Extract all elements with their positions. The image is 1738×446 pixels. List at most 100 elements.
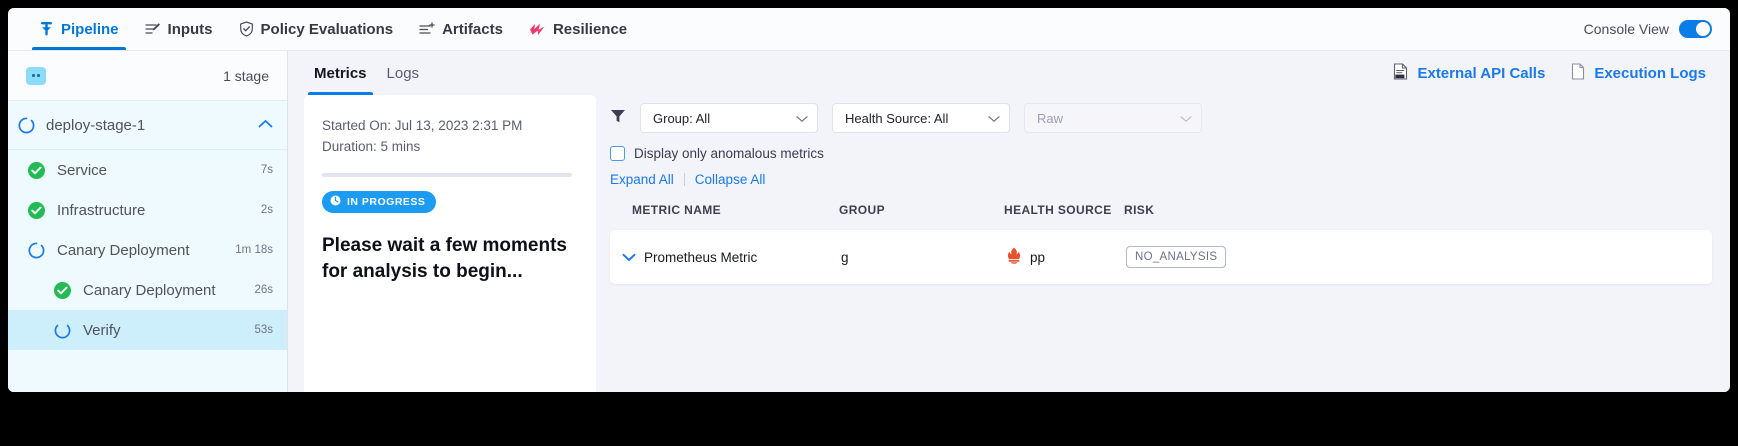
filter-row: Group: All Health Source: All (610, 103, 1712, 133)
collapse-all-link[interactable]: Collapse All (694, 172, 766, 187)
sidebar-item-verify[interactable]: Verify 53s (8, 310, 287, 350)
table-header-row: METRIC NAME GROUP HEALTH SOURCE RISK (610, 203, 1712, 217)
artifacts-icon (419, 22, 435, 36)
console-view-toggle[interactable] (1679, 20, 1712, 38)
chevron-up-icon[interactable] (258, 116, 273, 134)
success-check-icon (28, 201, 45, 219)
pipeline-sidebar: 1 stage deploy-stage-1 (8, 51, 288, 392)
tab-metrics[interactable]: Metrics (304, 51, 377, 95)
header-metric-name: METRIC NAME (632, 203, 722, 217)
sidebar-item-duration: 26s (254, 284, 273, 296)
cell-group: g (841, 249, 849, 265)
duration-text: Duration: 5 mins (322, 139, 421, 154)
content-actions: External API Calls Execution Logs (1393, 51, 1706, 95)
risk-badge: NO_ANALYSIS (1126, 246, 1227, 268)
app-window: Pipeline Inputs (8, 8, 1730, 392)
cell-risk: NO_ANALYSIS (1126, 246, 1712, 268)
header-health-source: HEALTH SOURCE (1004, 203, 1112, 217)
raw-filter-select: Raw (1024, 103, 1202, 133)
tab-logs[interactable]: Logs (377, 51, 430, 95)
nav-tab-label: Pipeline (61, 20, 119, 38)
top-navigation: Pipeline Inputs (8, 8, 1730, 51)
metrics-panel: Group: All Health Source: All (610, 95, 1712, 392)
anomalous-metrics-checkbox[interactable] (610, 146, 625, 161)
sidebar-item-label: Canary Deployment (83, 281, 216, 299)
cell-metric-name: Prometheus Metric (644, 249, 758, 265)
header-group: GROUP (839, 203, 886, 217)
resilience-icon (529, 22, 546, 37)
prometheus-icon (1006, 247, 1022, 267)
expand-collapse-row: Expand All Collapse All (610, 172, 1712, 187)
nav-tab-label: Artifacts (442, 20, 503, 38)
nav-tab-inputs[interactable]: Inputs (132, 8, 226, 50)
content-tabs: Metrics Logs (288, 51, 1730, 95)
execution-logs-link[interactable]: Execution Logs (1571, 62, 1706, 84)
sidebar-item-duration: 7s (260, 164, 273, 176)
nav-tab-label: Policy Evaluations (260, 20, 394, 38)
stage-name: deploy-stage-1 (46, 116, 146, 134)
sidebar-item-label: Verify (83, 321, 121, 339)
sidebar-stage-deploy-stage-1[interactable]: deploy-stage-1 (8, 101, 287, 150)
cell-health-source: pp (1006, 247, 1126, 267)
pipeline-chip-icon (26, 66, 46, 85)
sidebar-item-infrastructure[interactable]: Infrastructure 2s (8, 190, 287, 230)
chevron-down-icon[interactable] (622, 253, 644, 262)
sidebar-item-label: Service (57, 161, 108, 179)
console-view-label: Console View (1583, 21, 1669, 37)
chevron-down-icon (988, 111, 1000, 126)
main-content: Metrics Logs (288, 51, 1730, 392)
raw-filter-value: Raw (1037, 110, 1064, 126)
clock-icon (330, 195, 341, 209)
sidebar-item-duration: 2s (260, 204, 273, 216)
health-source-filter-select[interactable]: Health Source: All (832, 103, 1010, 133)
sidebar-item-label: Infrastructure (57, 201, 146, 219)
group-filter-value: Group: All (653, 110, 711, 126)
api-document-icon (1393, 62, 1408, 84)
status-badge-label: IN PROGRESS (347, 196, 426, 208)
sidebar-item-label: Canary Deployment (57, 241, 190, 259)
started-on-text: Started On: Jul 13, 2023 2:31 PM (322, 118, 523, 133)
success-check-icon (54, 281, 71, 299)
link-label: Execution Logs (1594, 64, 1706, 82)
nav-tab-artifacts[interactable]: Artifacts (406, 8, 516, 50)
sidebar-item-duration: 1m 18s (235, 244, 273, 256)
status-badge: IN PROGRESS (322, 191, 437, 213)
sidebar-header: 1 stage (8, 51, 287, 101)
sidebar-stage-list: deploy-stage-1 Service 7s (8, 101, 287, 392)
main-body: 1 stage deploy-stage-1 (8, 51, 1730, 392)
console-view-control: Console View (1584, 8, 1730, 50)
running-spinner-icon (54, 322, 71, 339)
chevron-down-icon (1180, 111, 1192, 126)
anomalous-metrics-checkbox-row: Display only anomalous metrics (610, 146, 1712, 161)
health-source-filter-value: Health Source: All (845, 110, 949, 126)
table-row[interactable]: Prometheus Metric g (610, 230, 1712, 284)
analysis-wait-message: Please wait a few moments for analysis t… (322, 235, 567, 282)
cell-health-source-label: pp (1030, 249, 1046, 265)
expand-all-link[interactable]: Expand All (610, 172, 674, 187)
shield-check-icon (239, 21, 254, 37)
group-filter-select[interactable]: Group: All (640, 103, 818, 133)
sidebar-item-service[interactable]: Service 7s (8, 150, 287, 190)
success-check-icon (28, 161, 45, 179)
nav-tab-label: Inputs (167, 20, 213, 38)
analysis-info-card: Started On: Jul 13, 2023 2:31 PM Duratio… (304, 95, 596, 392)
metrics-table: METRIC NAME GROUP HEALTH SOURCE RISK Pro… (610, 203, 1712, 284)
sidebar-item-canary-deployment[interactable]: Canary Deployment 1m 18s (8, 230, 287, 270)
filter-funnel-icon (610, 108, 626, 129)
nav-tab-policy-evaluations[interactable]: Policy Evaluations (226, 8, 407, 50)
document-icon (1571, 62, 1585, 84)
divider (683, 173, 685, 186)
sidebar-item-canary-deployment-step[interactable]: Canary Deployment 26s (8, 270, 287, 310)
nav-tab-label: Resilience (552, 20, 628, 38)
external-api-calls-link[interactable]: External API Calls (1393, 62, 1546, 84)
header-risk: RISK (1124, 203, 1155, 217)
nav-tab-pipeline[interactable]: Pipeline (26, 8, 132, 50)
sidebar-item-duration: 53s (254, 324, 273, 336)
link-label: External API Calls (1417, 64, 1546, 82)
pipeline-icon (39, 21, 54, 37)
tab-label: Logs (386, 64, 420, 82)
inputs-icon (144, 22, 161, 36)
running-spinner-icon (18, 117, 35, 134)
chevron-down-icon (796, 111, 808, 126)
nav-tab-resilience[interactable]: Resilience (516, 8, 640, 50)
